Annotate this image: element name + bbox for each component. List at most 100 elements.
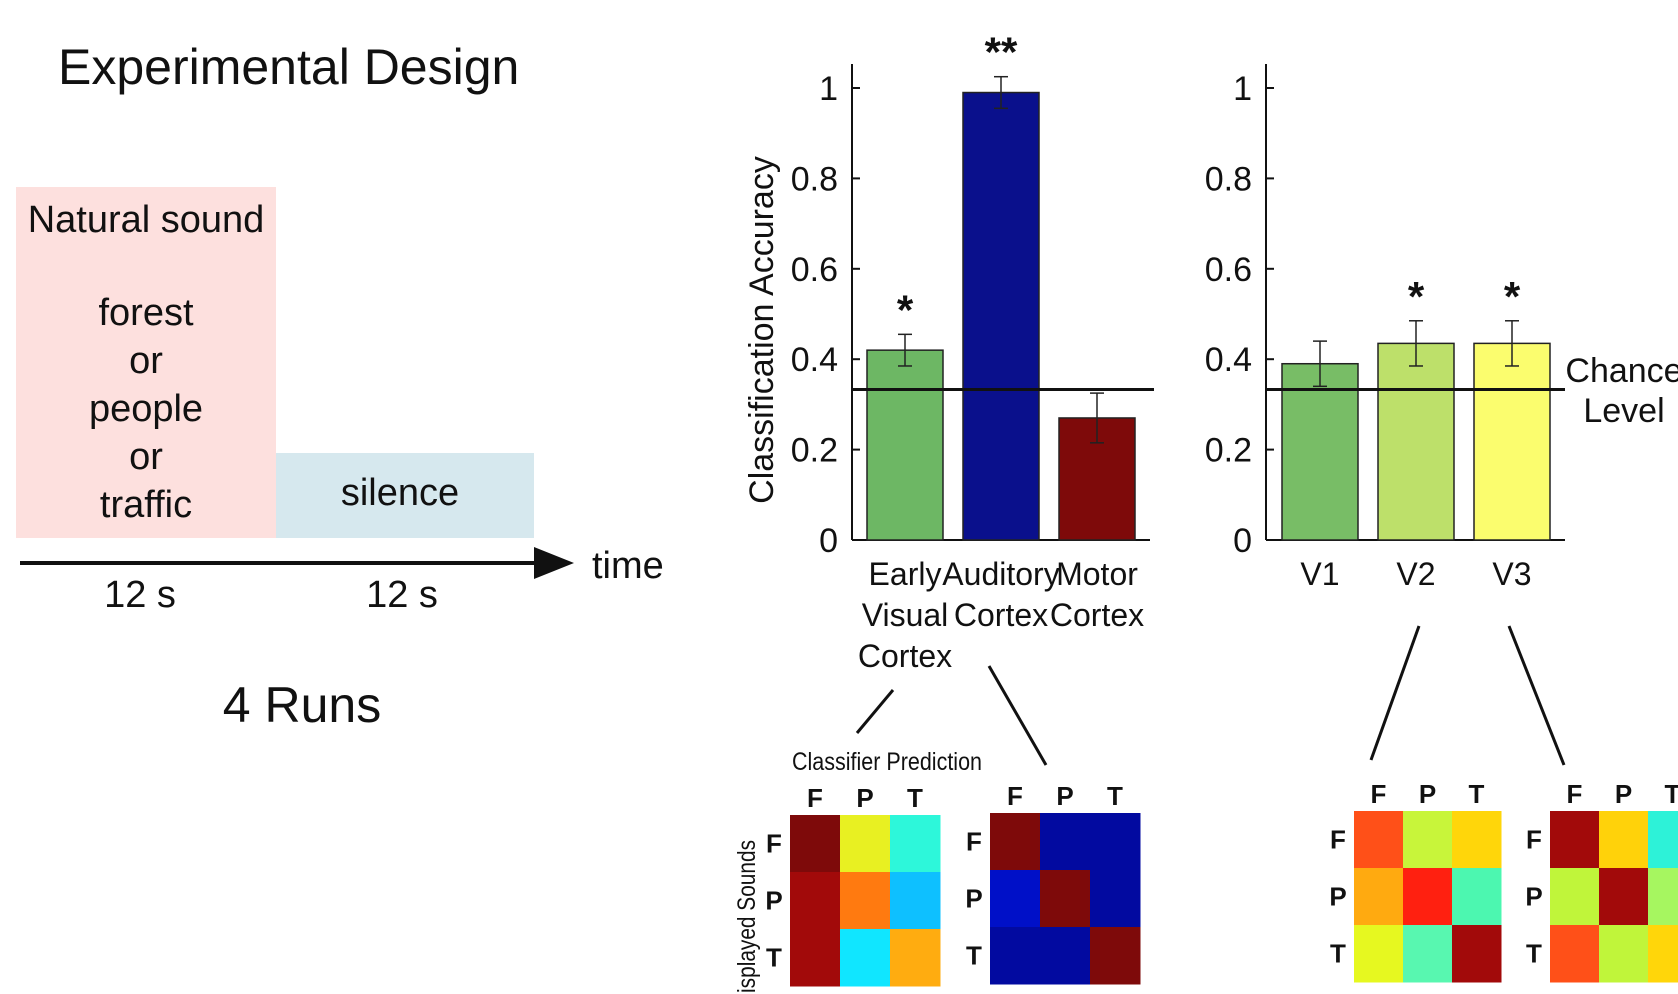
y-tick-label: 0.6 — [1205, 251, 1252, 289]
x-category-label: V2 — [1396, 556, 1435, 592]
displayed-sounds-caption: Displayed Sounds — [733, 840, 761, 994]
y-tick-label: 0 — [1233, 522, 1252, 560]
matrix-cell — [1040, 870, 1091, 928]
x-category-label: Motor — [1056, 556, 1138, 592]
matrix-cell — [1090, 813, 1141, 871]
x-category-label: Visual — [862, 597, 949, 633]
matrix-cell — [1354, 925, 1404, 983]
matrix-cell — [990, 870, 1041, 928]
matrix-column-label: T — [1107, 781, 1123, 811]
significance-marker: ** — [985, 29, 1018, 76]
matrix-cell — [1452, 811, 1502, 869]
experimental-design-panel: Experimental Design Natural sound forest… — [16, 39, 664, 733]
x-category-label: Cortex — [1050, 597, 1144, 633]
bar — [1473, 342, 1551, 541]
bar — [962, 91, 1040, 541]
bar — [1058, 417, 1136, 541]
sound-option-line: forest — [98, 292, 193, 334]
sound-option-line: or — [129, 436, 163, 478]
silence-label: silence — [341, 472, 459, 514]
bar — [1281, 362, 1359, 541]
sound-duration: 12 s — [104, 574, 176, 616]
x-category-label: Auditory — [942, 556, 1059, 592]
silence-duration: 12 s — [366, 574, 438, 616]
matrix-cell — [1550, 868, 1600, 926]
y-tick-label: 0.6 — [791, 251, 838, 289]
y-tick-label: 0.4 — [1205, 341, 1252, 379]
connector-line — [987, 665, 1048, 766]
matrix-cell — [1354, 868, 1404, 926]
time-axis-arrowhead — [534, 547, 574, 579]
matrix-row-label: P — [765, 886, 782, 916]
matrix-column-label: F — [1371, 779, 1387, 809]
matrix-cell — [1090, 927, 1141, 985]
matrix-cell — [1648, 925, 1678, 983]
matrix-cell — [1648, 868, 1678, 926]
y-tick-label: 0.8 — [791, 160, 838, 198]
design-title: Experimental Design — [58, 39, 519, 95]
matrix-row-label: T — [1526, 939, 1542, 969]
matrix-row-label: P — [965, 884, 982, 914]
y-tick-label: 0.2 — [1205, 432, 1252, 470]
y-tick-label: 0.2 — [791, 432, 838, 470]
significance-marker: * — [897, 286, 914, 333]
connector-lines — [855, 625, 1566, 766]
time-label: time — [592, 545, 664, 587]
matrix-column-label: F — [1007, 781, 1023, 811]
chance-level-label: Level — [1583, 392, 1664, 430]
matrix-row-label: P — [1525, 882, 1542, 912]
x-category-label: Cortex — [954, 597, 1048, 633]
chance-level-label: Chance — [1565, 352, 1678, 390]
natural-sound-block — [16, 187, 276, 538]
sound-option-line: people — [89, 388, 203, 430]
bar — [866, 349, 944, 541]
visual-area-accuracy-chart: 0 0.2 0.4 0.6 0.8 1 V1 * V2 * V3 — [1205, 64, 1565, 592]
connector-line — [855, 689, 895, 734]
x-category-label: Early — [869, 556, 942, 592]
y-tick-label: 1 — [819, 70, 838, 108]
matrix-column-label: P — [856, 783, 873, 813]
matrix-column-label: P — [1056, 781, 1073, 811]
y-tick-label: 0.4 — [791, 341, 838, 379]
matrix-cell — [840, 929, 891, 987]
matrix-cell — [1599, 925, 1649, 983]
matrix-row-label: F — [966, 827, 982, 857]
y-tick-label: 0.8 — [1205, 160, 1252, 198]
significance-marker: * — [1504, 273, 1521, 320]
matrix-cell — [1403, 925, 1453, 983]
x-category-label: V1 — [1300, 556, 1339, 592]
matrix-cell — [1599, 868, 1649, 926]
matrix-cell — [1550, 925, 1600, 983]
matrix-cell — [1599, 811, 1649, 869]
matrix-cell — [1452, 925, 1502, 983]
x-category-label: Cortex — [858, 638, 952, 674]
connector-line — [1369, 625, 1421, 761]
matrix-cell — [790, 872, 841, 930]
sound-option-line: traffic — [100, 484, 192, 526]
matrix-row-label: P — [1329, 882, 1346, 912]
y-axis-label: Classification Accuracy — [743, 156, 781, 504]
matrix-row-label: F — [766, 829, 782, 859]
matrix-cell — [840, 872, 891, 930]
region-accuracy-chart: 00.20.40.60.81*EarlyVisualCortex**Audito… — [791, 29, 1154, 674]
matrix-row-label: T — [766, 943, 782, 973]
matrix-cell — [890, 815, 941, 873]
significance-marker: * — [1408, 273, 1425, 320]
matrix-column-label: F — [1567, 779, 1583, 809]
matrix-cell — [1648, 811, 1678, 869]
matrix-column-label: P — [1419, 779, 1436, 809]
matrix-column-label: T — [1469, 779, 1485, 809]
classifier-prediction-caption: Classifier Prediction — [792, 748, 982, 776]
matrix-cell — [1354, 811, 1404, 869]
silence-block — [276, 453, 534, 538]
matrix-cell — [790, 815, 841, 873]
matrix-cell — [890, 929, 941, 987]
matrix-row-label: T — [1330, 939, 1346, 969]
matrix-cell — [1403, 811, 1453, 869]
matrix-cell — [1040, 927, 1091, 985]
matrix-cell — [990, 927, 1041, 985]
y-tick-label: 0 — [819, 522, 838, 560]
runs-count: 4 Runs — [223, 677, 381, 733]
